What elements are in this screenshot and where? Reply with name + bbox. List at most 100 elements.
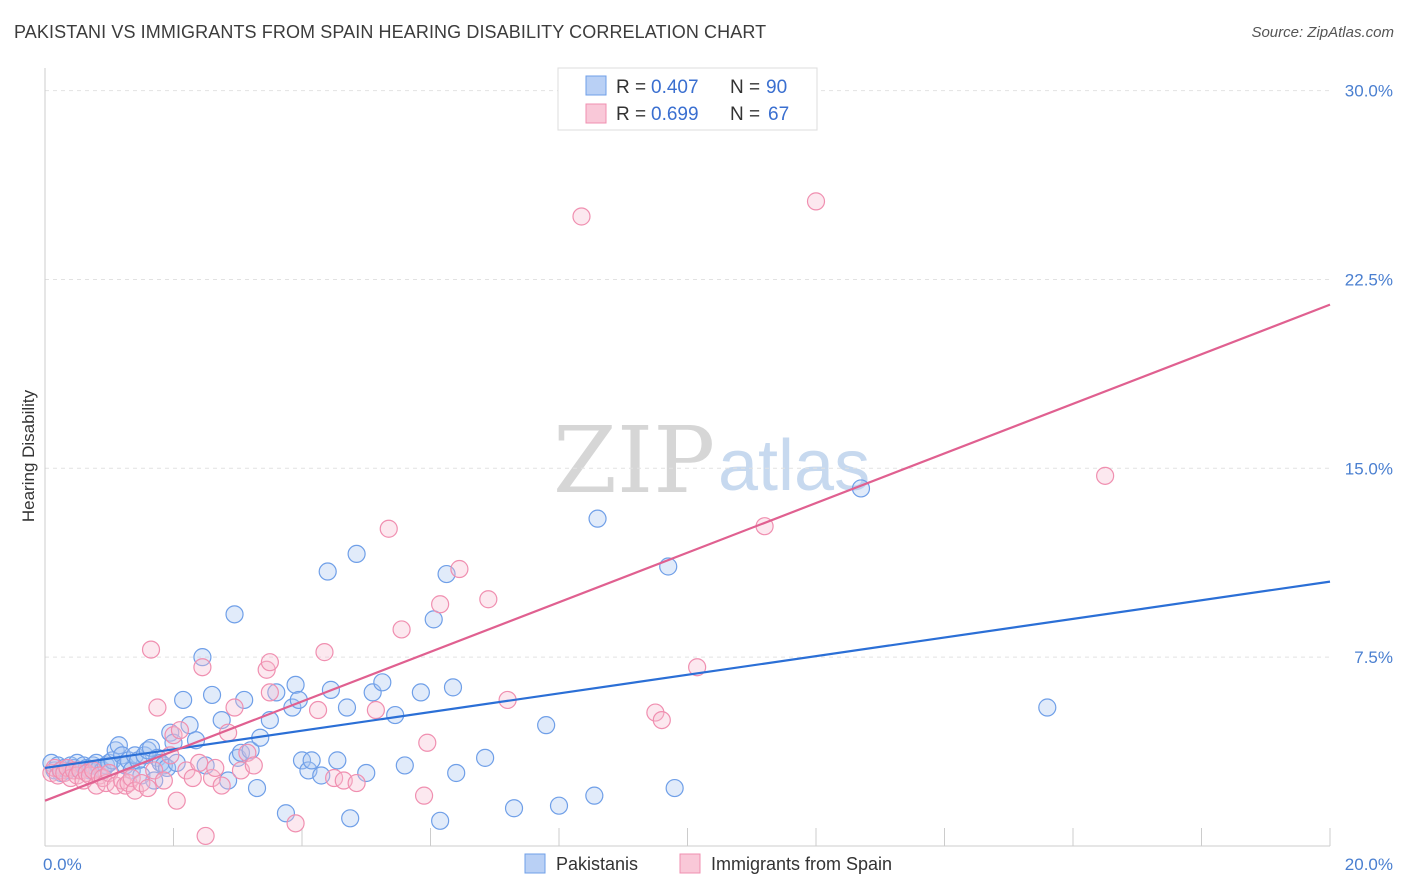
spain-point-26 — [138, 778, 157, 798]
pakistanis-point-45 — [202, 685, 222, 705]
pakistanis-point-52 — [241, 741, 260, 760]
legend-r-value-1: 0.407 — [651, 77, 699, 98]
pakistanis-point-91 — [1038, 698, 1057, 717]
y-axis-label: Hearing Disability — [19, 389, 38, 522]
pakistanis-point-78 — [431, 811, 450, 830]
spain-point-37 — [190, 753, 209, 773]
spain-point-71 — [806, 192, 826, 211]
spain-point-39 — [196, 826, 215, 846]
legend-n-label-1: N = — [730, 77, 760, 98]
x-tick-labels: 0.0% 20.0% — [43, 855, 1393, 874]
legend-n-value-2: 67 — [768, 104, 789, 125]
y-tick-labels: 7.5% 15.0% 22.5% 30.0% — [1345, 82, 1393, 668]
pakistanis-point-75 — [395, 756, 414, 775]
y-tick-label-3: 30.0% — [1345, 82, 1393, 101]
x-tick-label-min: 0.0% — [43, 855, 82, 874]
spain-point-22 — [119, 773, 138, 793]
pakistanis-point-61 — [292, 751, 312, 770]
pakistanis-point-51 — [235, 690, 254, 710]
pakistanis-point-77 — [424, 610, 443, 629]
chart-title: PAKISTANI VS IMMIGRANTS FROM SPAIN HEARI… — [14, 22, 767, 42]
y-tick-label-2: 22.5% — [1345, 270, 1393, 289]
spain-point-40 — [202, 768, 222, 788]
pakistanis-point-59 — [286, 675, 305, 694]
bottom-legend-label-spain: Immigrants from Spain — [711, 854, 892, 874]
pakistanis-point-89 — [665, 778, 684, 798]
spain-point-53 — [315, 643, 334, 662]
pakistanis-point-73 — [373, 673, 392, 692]
spain-point-30 — [154, 771, 173, 790]
stats-legend: R = 0.407 N = 90 R = 0.699 N = 67 — [557, 67, 818, 131]
pakistanis-point-53 — [247, 778, 267, 798]
spain-trend-line — [44, 303, 1331, 802]
spain-point-61 — [418, 733, 437, 752]
spain-point-59 — [392, 620, 411, 639]
spain-point-47 — [244, 756, 263, 775]
spain-point-58 — [379, 519, 398, 538]
legend-r-label-2: R = — [616, 104, 646, 125]
x-tick-label-max: 20.0% — [1345, 855, 1393, 874]
legend-swatch-spain — [585, 103, 607, 124]
y-tick-label-0: 7.5% — [1354, 648, 1393, 667]
spain-point-63 — [450, 559, 469, 579]
pakistanis-point-70 — [347, 544, 366, 564]
pakistanis-point-68 — [337, 698, 357, 717]
spain-point-51 — [286, 814, 305, 833]
legend-r-label-1: R = — [616, 77, 646, 98]
spain-point-57 — [366, 700, 385, 720]
bottom-legend-swatch-pakistanis — [524, 853, 546, 874]
spain-point-68 — [652, 710, 671, 730]
spain-point-41 — [206, 758, 225, 778]
spain-point-69 — [688, 658, 707, 677]
pakistanis-point-85 — [549, 796, 569, 815]
pakistanis-point-83 — [504, 799, 524, 818]
spain-point-38 — [193, 658, 212, 677]
watermark-zip: ZIP — [553, 407, 715, 514]
spain-point-44 — [225, 698, 244, 717]
pakistanis-point-40 — [174, 690, 193, 710]
bottom-legend-label-pakistanis: Pakistanis — [556, 854, 638, 874]
pakistanis-point-48 — [225, 605, 244, 624]
spain-point-64 — [479, 590, 498, 609]
spain-point-60 — [414, 786, 434, 805]
spain-point-42 — [212, 776, 231, 795]
trend-lines — [44, 303, 1331, 802]
spain-point-66 — [572, 207, 591, 226]
spain-point-56 — [347, 773, 366, 793]
pakistanis-point-56 — [267, 683, 286, 702]
pakistanis-point-86 — [585, 786, 604, 805]
pakistanis-point-43 — [193, 648, 212, 667]
pakistanis-point-69 — [341, 809, 360, 828]
spain-point-72 — [1096, 466, 1115, 485]
spain-point-49 — [260, 683, 279, 702]
legend-r-value-2: 0.699 — [651, 104, 699, 125]
axes — [44, 68, 1331, 847]
spain-point-27 — [141, 640, 161, 659]
pakistanis-point-41 — [180, 716, 199, 735]
legend-n-label-2: N = — [730, 104, 760, 125]
bottom-legend-swatch-spain — [679, 853, 701, 874]
source-label: Source: ZipAtlas.com — [1251, 24, 1394, 41]
spain-point-36 — [183, 768, 202, 788]
pakistanis-point-84 — [537, 716, 556, 735]
pakistanis-point-74 — [386, 705, 405, 725]
legend-swatch-pakistanis — [585, 75, 607, 96]
watermark-atlas: atlas — [718, 426, 870, 506]
y-tick-label-1: 15.0% — [1345, 459, 1393, 478]
pakistanis-point-87 — [588, 509, 607, 528]
pakistanis-trend-line — [44, 580, 1331, 770]
spain-point-34 — [170, 721, 190, 740]
spain-point-29 — [148, 698, 167, 717]
spain-point-52 — [308, 700, 328, 720]
pakistanis-point-80 — [443, 678, 463, 697]
gridlines — [45, 90, 1330, 658]
spain-point-33 — [167, 791, 186, 810]
series-legend: Pakistanis Immigrants from Spain — [524, 853, 892, 874]
pakistanis-point-82 — [476, 748, 495, 767]
pakistanis-point-21 — [109, 736, 128, 755]
pakistanis-point-63 — [302, 751, 321, 770]
pakistanis-point-65 — [318, 562, 337, 581]
pakistanis-point-81 — [447, 763, 466, 783]
pakistanis-point-67 — [328, 751, 347, 770]
